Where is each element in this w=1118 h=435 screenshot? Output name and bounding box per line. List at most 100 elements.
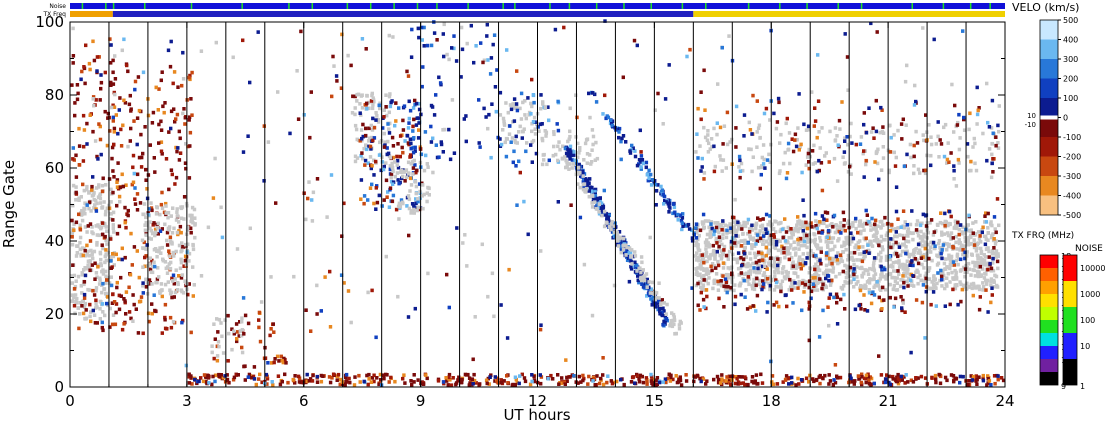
echo-cell [877,177,881,182]
echo-cell [362,201,366,206]
echo-cell [801,252,805,256]
echo-cell [568,134,572,139]
echo-cell [950,270,954,275]
echo-cell [776,268,780,272]
echo-cell [853,219,858,223]
echo-cell [633,260,637,265]
echo-cell [366,161,370,165]
echo-cell [136,331,141,335]
echo-cell [328,380,333,385]
echo-cell [75,301,79,305]
noise-strip-mark [346,3,349,9]
echo-cell [706,129,710,133]
echo-cell [894,155,898,160]
echo-cell [754,226,758,231]
echo-cell [472,60,476,65]
echo-cell [544,131,548,136]
echo-cell [877,243,881,248]
echo-cell [987,125,992,129]
echo-cell [144,245,149,249]
echo-cell [912,164,916,168]
echo-cell [800,170,804,175]
echo-cell [815,246,820,251]
echo-cell [771,382,776,387]
echo-cell [920,300,925,305]
echo-cell [141,265,145,269]
echo-cell [883,380,888,385]
echo-cell [490,102,494,106]
echo-cell [992,251,996,256]
echo-cell [737,224,741,228]
echo-cell [385,113,389,118]
echo-cell [860,259,865,264]
echo-cell [650,303,654,307]
echo-cell [211,196,216,200]
echo-cell [103,109,107,114]
echo-cell [630,143,634,148]
echo-cell [930,376,934,380]
echo-cell [621,247,626,252]
echo-cell [831,225,835,229]
echo-cell [699,169,703,173]
echo-cell [672,322,676,327]
echo-cell [820,286,824,291]
echo-cell [929,135,933,139]
echo-cell [905,223,909,227]
echo-cell [111,115,115,120]
echo-cell [826,229,831,233]
echo-cell [576,166,580,170]
echo-cell [697,233,701,238]
echo-cell [169,109,174,114]
echo-cell [928,245,933,249]
echo-cell [81,253,85,258]
echo-cell [927,266,932,270]
echo-cell [144,215,148,220]
echo-cell [565,375,569,380]
echo-cell [83,266,87,270]
echo-cell [530,77,534,82]
echo-cell [735,228,739,233]
echo-cell [786,376,790,381]
echo-cell [530,121,534,126]
echo-cell [723,277,728,281]
echo-cell [187,75,191,80]
echo-cell [906,234,910,238]
echo-cell [258,339,263,344]
echo-cell [529,101,533,106]
echo-cell [863,268,867,272]
echo-cell [996,123,1000,128]
echo-cell [232,331,236,336]
echo-cell [510,136,515,140]
echo-cell [721,261,726,265]
echo-cell [523,99,527,103]
echo-cell [390,165,394,169]
echo-cell [903,220,907,224]
echo-cell [654,203,658,207]
echo-cell [232,329,236,334]
echo-cell [612,224,616,228]
echo-cell [971,293,975,298]
echo-cell [156,248,160,253]
echo-cell [141,281,145,285]
echo-cell [739,255,743,260]
echo-cell [792,271,796,275]
echo-cell [814,262,818,267]
echo-cell [358,380,362,384]
echo-cell [141,151,145,156]
echo-cell [845,266,849,271]
echo-cell [170,295,174,300]
echo-cell [170,279,175,283]
echo-cell [178,136,182,141]
echo-cell [911,237,915,242]
echo-cell [833,244,837,249]
echo-cell [429,140,434,144]
echo-cell [926,242,930,247]
echo-cell [801,263,805,268]
echo-cell [975,122,979,126]
echo-cell [843,32,847,36]
echo-cell [974,249,979,253]
echo-cell [593,383,597,387]
echo-cell [156,232,160,236]
echo-cell [885,273,889,277]
echo-cell [111,252,115,256]
